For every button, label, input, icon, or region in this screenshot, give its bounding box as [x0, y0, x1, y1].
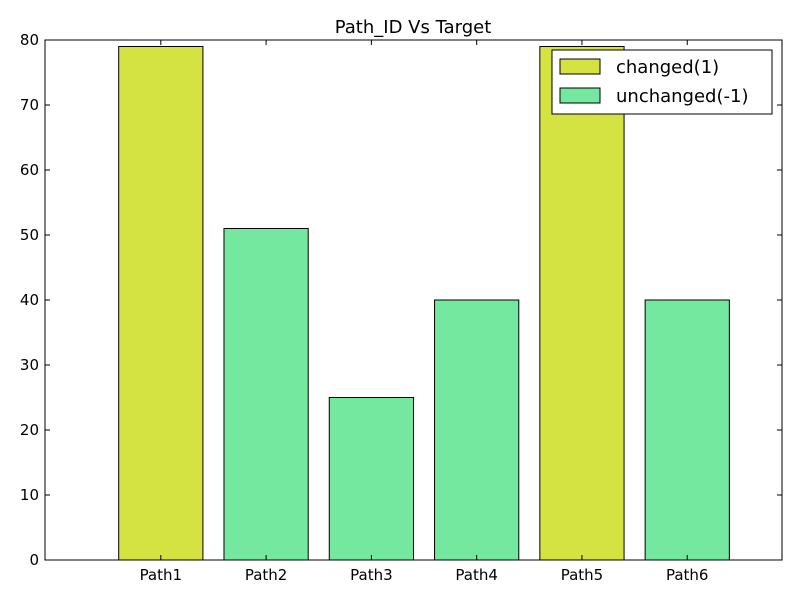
bar-path4 [434, 299, 520, 561]
legend-swatch [559, 87, 601, 104]
y-tick-label: 70 [20, 96, 39, 114]
y-tick-label: 80 [20, 31, 39, 49]
y-tick-label: 50 [20, 226, 39, 244]
bars-group [118, 46, 730, 561]
x-tick-label: Path6 [666, 566, 709, 584]
legend-label: unchanged(-1) [616, 86, 748, 107]
plot-frame [44, 39, 783, 561]
x-tick-label: Path3 [350, 566, 393, 584]
x-tick-label: Path2 [245, 566, 288, 584]
legend-swatch [559, 58, 601, 75]
chart-title: Path_ID Vs Target [335, 17, 492, 38]
legend: changed(1) unchanged(-1) [551, 49, 773, 115]
x-tick-label: Path1 [140, 566, 183, 584]
y-tick-label: 30 [20, 356, 39, 374]
y-tick-label: 60 [20, 161, 39, 179]
bar-path5 [539, 46, 625, 561]
y-tick-label: 40 [20, 291, 39, 309]
legend-label: changed(1) [616, 57, 719, 78]
y-axis: 0 10 20 30 40 50 60 70 80 [20, 31, 782, 569]
x-tick-label: Path4 [455, 566, 498, 584]
y-tick-label: 10 [20, 486, 39, 504]
bar-path2 [223, 228, 309, 561]
x-tick-label: Path5 [561, 566, 604, 584]
y-tick-label: 20 [20, 421, 39, 439]
x-axis: Path1 Path2 Path3 Path4 Path5 Path6 [140, 40, 709, 584]
bar-path6 [644, 299, 730, 561]
bar-path3 [328, 397, 414, 561]
bar-path1 [118, 46, 204, 561]
y-tick-label: 0 [29, 551, 39, 569]
